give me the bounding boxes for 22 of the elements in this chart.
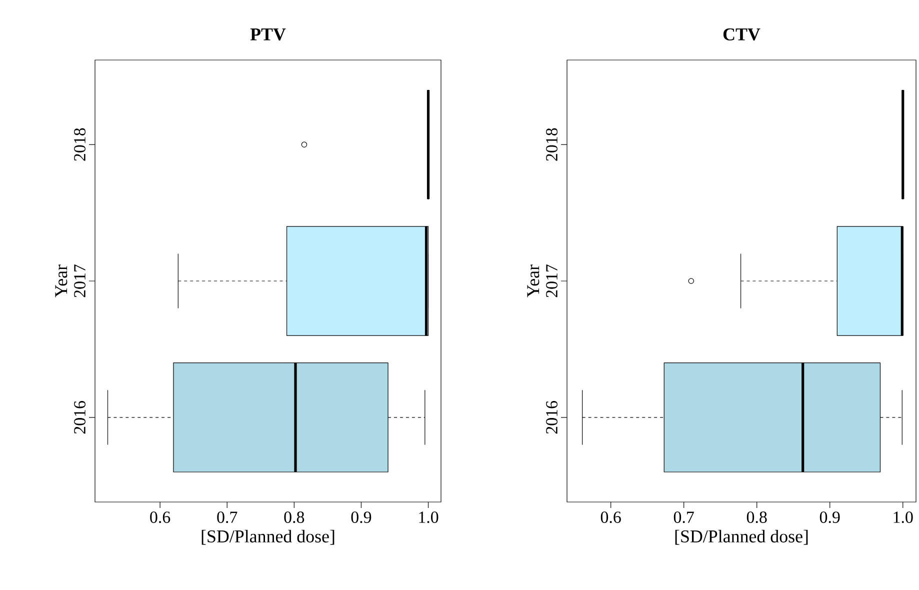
y-axis-title: Year — [527, 264, 540, 298]
x-axis-title: [SD/Planned dose] — [675, 530, 808, 545]
x-tick-label: 0.7 — [674, 512, 694, 524]
x-tick-label: 0.8 — [746, 512, 767, 524]
x-tick-label: 1.0 — [419, 512, 438, 524]
y-tick-label: 2017 — [74, 264, 86, 298]
x-tick-label: 1.0 — [894, 512, 913, 524]
y-tick-label: 2016 — [74, 400, 86, 434]
x-tick-label: 0.6 — [150, 512, 170, 524]
x-axis-title: [SD/Planned dose] — [202, 530, 334, 545]
y-tick-label: 2017 — [546, 264, 558, 298]
y-tick-label: 2016 — [546, 400, 558, 434]
x-tick-label: 0.7 — [217, 512, 238, 524]
y-tick-label: 2018 — [74, 128, 86, 161]
x-tick-label: 0.9 — [820, 512, 840, 524]
y-axis-title: Year — [55, 264, 68, 298]
chart-title: PTV — [250, 28, 286, 40]
x-tick-label: 0.6 — [600, 512, 621, 524]
x-tick-label: 0.9 — [351, 512, 372, 524]
x-tick-label: 0.8 — [284, 512, 304, 524]
chart-title: CTV — [723, 28, 760, 40]
y-tick-label: 2018 — [546, 128, 558, 161]
